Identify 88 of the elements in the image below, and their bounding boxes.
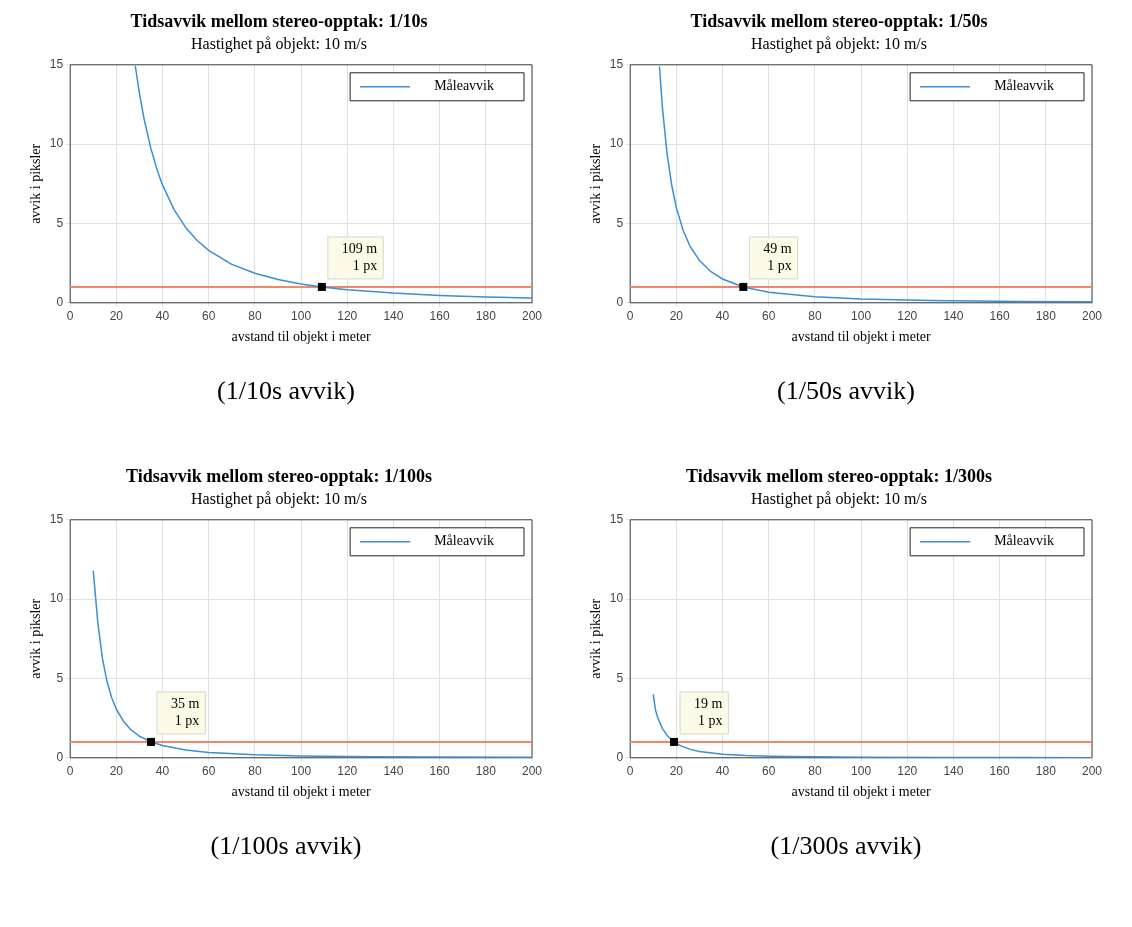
x-tick-label: 120 — [897, 764, 918, 779]
x-tick-label: 160 — [989, 309, 1010, 324]
y-tick-label: 0 — [56, 295, 64, 310]
x-tick-label: 140 — [383, 764, 404, 779]
x-tick-label: 120 — [897, 309, 918, 324]
y-tick-label: 10 — [49, 591, 64, 606]
legend-label: Måleavvik — [994, 78, 1055, 94]
text: (1/50s avvik) — [777, 376, 915, 406]
x-tick-label: 20 — [669, 764, 684, 779]
x-tick-label: 140 — [383, 309, 404, 324]
y-tick-label: 0 — [616, 750, 624, 765]
y-tick-label: 15 — [49, 57, 64, 72]
y-tick-label: 10 — [609, 136, 624, 151]
x-tick-label: 60 — [762, 309, 776, 324]
x-tick-label: 20 — [109, 309, 124, 324]
x-tick-label: 20 — [669, 309, 684, 324]
x-tick-label: 200 — [1081, 309, 1103, 324]
text: (1/100s avvik) — [210, 831, 362, 861]
chart-subtitle: Hastighet på objekt: 10 m/s — [191, 490, 367, 509]
annotation: 35 m 1 px — [170, 695, 200, 728]
x-tick-label: 160 — [429, 309, 450, 324]
x-axis-title: avstand til objekt i meter — [231, 784, 371, 800]
chart-subtitle: Hastighet på objekt: 10 m/s — [751, 490, 927, 509]
chart-subtitle: Hastighet på objekt: 10 m/s — [751, 35, 927, 54]
x-tick-label: 160 — [989, 764, 1010, 779]
y-tick-label: 15 — [49, 512, 64, 527]
x-tick-label: 200 — [521, 764, 543, 779]
x-tick-label: 100 — [851, 764, 872, 779]
y-tick-label: 5 — [56, 215, 64, 230]
x-tick-label: 200 — [1081, 764, 1103, 779]
x-tick-label: 80 — [248, 309, 262, 324]
x-tick-label: 40 — [715, 764, 730, 779]
x-tick-label: 60 — [762, 764, 776, 779]
y-tick-label: 0 — [616, 295, 624, 310]
x-tick-label: 200 — [521, 309, 543, 324]
x-tick-label: 40 — [715, 309, 730, 324]
y-axis-title: avvik i piksler — [28, 598, 44, 679]
x-tick-label: 140 — [943, 309, 964, 324]
x-tick-label: 180 — [475, 309, 497, 324]
x-tick-label: 60 — [202, 309, 216, 324]
x-tick-label: 0 — [626, 309, 634, 324]
y-axis-title: avvik i piksler — [588, 143, 604, 224]
chart-title: Tidsavvik mellom stereo-opptak: 1/10s — [130, 11, 428, 32]
annotation: 49 m 1 px — [763, 240, 792, 273]
x-axis-title: avstand til objekt i meter — [791, 329, 931, 345]
chart-title: Tidsavvik mellom stereo-opptak: 1/100s — [126, 466, 432, 487]
x-tick-label: 100 — [291, 309, 312, 324]
x-tick-label: 40 — [155, 309, 170, 324]
chart-subtitle: Hastighet på objekt: 10 m/s — [191, 35, 367, 54]
x-tick-label: 100 — [291, 764, 312, 779]
legend-label: Måleavvik — [434, 533, 495, 549]
y-tick-label: 15 — [609, 57, 624, 72]
x-axis-title: avstand til objekt i meter — [791, 784, 931, 800]
x-tick-label: 20 — [109, 764, 124, 779]
x-tick-label: 180 — [1035, 764, 1057, 779]
annotation: 109 m 1 px — [341, 240, 378, 273]
chart-title: Tidsavvik mellom stereo-opptak: 1/50s — [690, 11, 988, 32]
y-tick-label: 10 — [49, 136, 64, 151]
x-tick-label: 0 — [626, 764, 634, 779]
x-tick-label: 40 — [155, 764, 170, 779]
x-tick-label: 180 — [1035, 309, 1057, 324]
x-tick-label: 120 — [337, 764, 358, 779]
text: (1/300s avvik) — [770, 831, 922, 861]
x-tick-label: 160 — [429, 764, 450, 779]
y-tick-label: 5 — [616, 215, 624, 230]
x-tick-label: 100 — [851, 309, 872, 324]
x-tick-label: 60 — [202, 764, 216, 779]
x-tick-label: 0 — [66, 309, 74, 324]
x-tick-label: 140 — [943, 764, 964, 779]
x-axis-title: avstand til objekt i meter — [231, 329, 371, 345]
x-tick-label: 80 — [248, 764, 262, 779]
legend-label: Måleavvik — [994, 533, 1055, 549]
y-axis-title: avvik i piksler — [588, 598, 604, 679]
x-tick-label: 0 — [66, 764, 74, 779]
x-tick-label: 120 — [337, 309, 358, 324]
y-axis-title: avvik i piksler — [28, 143, 44, 224]
legend-label: Måleavvik — [434, 78, 495, 94]
x-tick-label: 80 — [808, 309, 822, 324]
text: (1/10s avvik) — [217, 376, 355, 406]
y-tick-label: 0 — [56, 750, 64, 765]
x-tick-label: 80 — [808, 764, 822, 779]
y-tick-label: 10 — [609, 591, 624, 606]
x-tick-label: 180 — [475, 764, 497, 779]
chart-title: Tidsavvik mellom stereo-opptak: 1/300s — [686, 466, 992, 487]
y-tick-label: 5 — [56, 670, 64, 685]
y-tick-label: 15 — [609, 512, 624, 527]
y-tick-label: 5 — [616, 670, 624, 685]
annotation: 19 m 1 px — [694, 695, 723, 728]
